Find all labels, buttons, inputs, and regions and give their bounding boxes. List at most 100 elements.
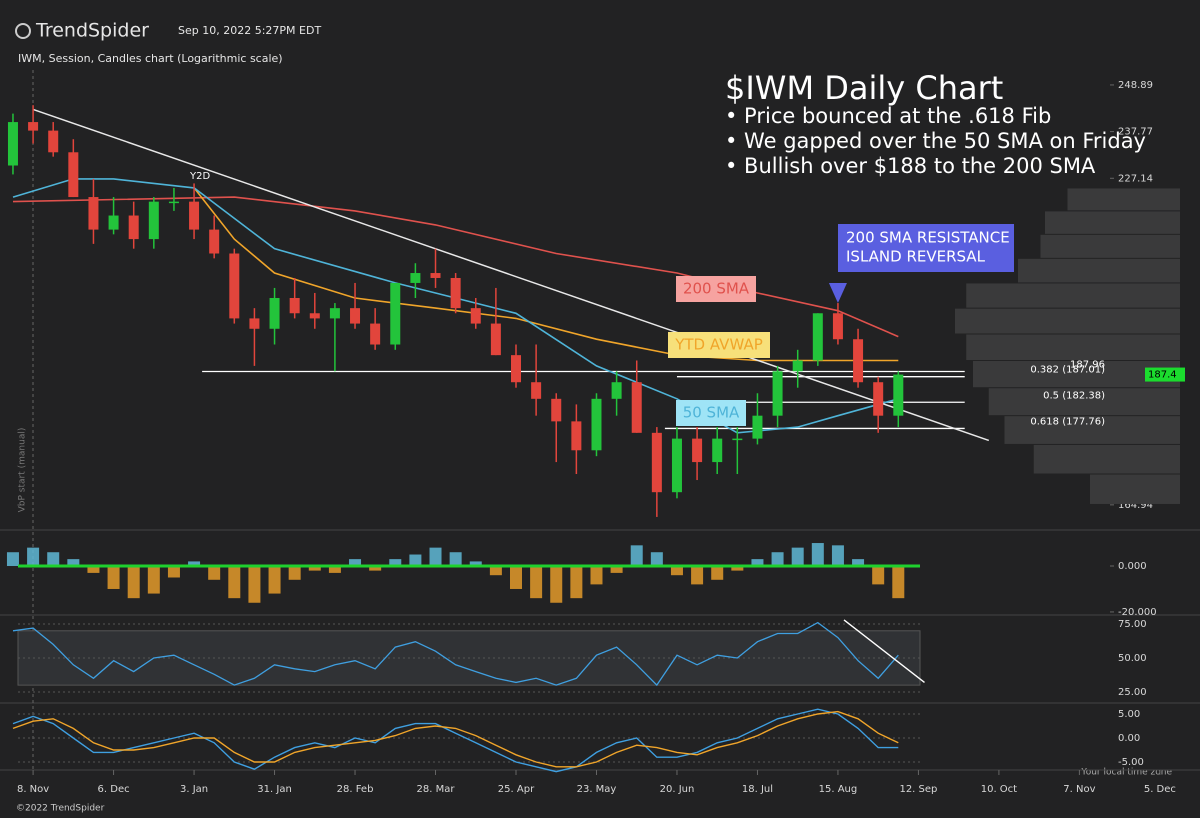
candle-body — [692, 438, 703, 463]
histogram-bar — [650, 552, 663, 567]
volume-profile-bar — [966, 283, 1180, 308]
candle-body — [128, 215, 139, 240]
histogram-bar — [228, 566, 241, 599]
logo: TrendSpider — [15, 20, 149, 42]
y-tick-label: 0.000 — [1118, 561, 1147, 572]
candle-body — [752, 415, 763, 439]
histogram-bar — [831, 545, 844, 567]
histogram-bar — [489, 566, 502, 576]
candle-body — [631, 382, 642, 433]
y-tick-label: 5.00 — [1118, 709, 1140, 720]
volume-profile-bar — [1040, 234, 1180, 258]
histogram-bar — [670, 566, 683, 576]
histogram-bar — [691, 566, 704, 585]
candle-body — [88, 197, 99, 230]
candle-body — [229, 253, 240, 319]
histogram-bar — [328, 566, 341, 573]
histogram-bar — [711, 566, 724, 580]
histogram-bar — [892, 566, 905, 599]
legend-label: YTD AVWAP — [674, 336, 763, 354]
candle-body — [410, 273, 421, 283]
level-label: 0.382 (187.01) — [1030, 365, 1105, 376]
histogram-bar — [127, 566, 140, 599]
histogram-bar — [107, 566, 120, 589]
candle-body — [772, 371, 783, 416]
candle-body — [108, 215, 119, 230]
candle-body — [611, 382, 622, 399]
legend-label: 200 SMA — [683, 280, 750, 298]
histogram-bar — [47, 552, 60, 567]
histogram-bar — [248, 566, 261, 603]
y-tick-label: 0.00 — [1118, 733, 1140, 744]
trendline — [843, 619, 925, 683]
candle-body — [7, 122, 18, 166]
candle-body — [309, 313, 320, 319]
candle-body — [68, 152, 79, 198]
y-tick-label: 164.94 — [1118, 500, 1153, 511]
price-tag-label: 187.4 — [1148, 370, 1177, 381]
candle-body — [873, 382, 884, 416]
x-tick-label: 8. Nov — [17, 784, 49, 795]
histogram-bar — [268, 566, 281, 594]
brand: TrendSpider — [35, 20, 149, 42]
y-tick-label: 248.89 — [1118, 80, 1153, 91]
oscillator-line — [12, 708, 899, 773]
histogram-bar — [188, 561, 201, 567]
series-label-box — [676, 276, 756, 302]
candle-body — [28, 122, 39, 131]
rsi-line — [12, 621, 899, 687]
panel-separators — [0, 70, 1200, 771]
candle-body — [249, 318, 260, 329]
volume-profile-bar — [1045, 211, 1180, 234]
histogram-bar — [872, 566, 885, 585]
candle-body — [470, 308, 481, 324]
volume-profile-bar — [1018, 258, 1180, 283]
histogram-bar — [530, 566, 543, 599]
volume-profile-bar — [1067, 188, 1180, 211]
volume-profile-bar — [955, 308, 1180, 334]
histogram-bar — [208, 566, 221, 580]
candle-body — [853, 339, 864, 383]
x-tick-label: 25. Apr — [498, 784, 535, 795]
series-label-box — [676, 400, 746, 426]
histogram-bar — [67, 559, 80, 567]
candle-body — [329, 308, 340, 319]
histogram-bar — [771, 552, 784, 567]
volume-profile-bar — [988, 388, 1180, 416]
histogram-bar — [570, 566, 583, 599]
x-tick-label: 12. Sep — [899, 784, 937, 795]
candle-body — [832, 313, 843, 340]
callout-box — [838, 224, 1014, 272]
level-label: 0.5 (182.38) — [1043, 390, 1105, 401]
histogram-bar — [510, 566, 522, 589]
histogram-bar — [288, 566, 301, 580]
histogram-bar — [811, 543, 824, 567]
histogram-bar — [27, 547, 40, 567]
candle-body — [591, 398, 602, 451]
histogram-bar — [6, 552, 19, 567]
volume-profile-bar — [1004, 416, 1180, 444]
timezone: Your local time zone — [1080, 768, 1172, 778]
volume-profile-bar — [1033, 444, 1180, 474]
y-tick-label: 227.14 — [1118, 173, 1153, 184]
x-tick-label: 6. Dec — [98, 784, 130, 795]
callout-text: 200 SMA RESISTANCE — [846, 229, 1010, 247]
y-tick-label: 50.00 — [1118, 653, 1147, 664]
volume-profile-bar — [966, 334, 1180, 361]
candle-body — [168, 201, 179, 204]
candle-body — [269, 297, 280, 329]
candle-body — [370, 323, 381, 345]
candle-body — [48, 130, 59, 153]
volume-profile-bar — [1090, 474, 1180, 504]
bullet: • Price bounced at the .618 Fib — [725, 104, 1051, 128]
histogram-bar — [791, 547, 804, 567]
candle-body — [651, 432, 662, 493]
x-tick-label: 28. Feb — [337, 784, 374, 795]
histogram-bar — [389, 559, 402, 567]
histogram-bar — [630, 545, 643, 567]
subtitle: IWM, Session, Candles chart (Logarithmic… — [18, 52, 283, 65]
y2d-label: Y2D — [189, 171, 210, 182]
candle-body — [531, 382, 542, 399]
x-tick-label: 15. Aug — [819, 784, 858, 795]
